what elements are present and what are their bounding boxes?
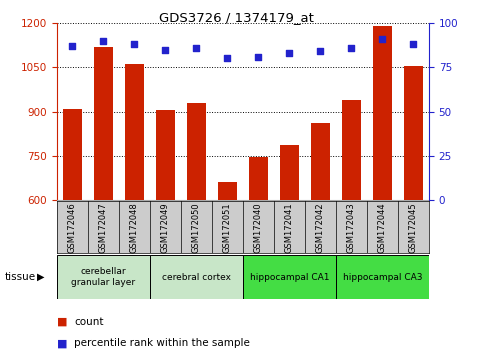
Text: hippocampal CA3: hippocampal CA3: [343, 273, 422, 281]
Point: [223, 56, 231, 61]
Bar: [249, 157, 268, 354]
Bar: [187, 103, 206, 354]
Bar: [218, 182, 237, 354]
Point: [161, 47, 169, 52]
Bar: [63, 109, 81, 354]
Point: [317, 48, 324, 54]
Text: cerebellar
granular layer: cerebellar granular layer: [71, 267, 135, 287]
Point: [99, 38, 107, 44]
Bar: [243, 255, 336, 299]
Bar: [336, 255, 429, 299]
Bar: [373, 26, 391, 354]
Text: GSM172050: GSM172050: [192, 202, 201, 253]
Point: [379, 36, 387, 42]
Text: tissue: tissue: [5, 272, 36, 282]
Bar: [125, 64, 143, 354]
Bar: [156, 110, 175, 354]
Text: GSM172042: GSM172042: [316, 202, 325, 253]
Text: GSM172048: GSM172048: [130, 202, 139, 253]
Text: GSM172041: GSM172041: [285, 202, 294, 253]
Point: [130, 41, 138, 47]
Text: GSM172044: GSM172044: [378, 202, 387, 253]
Text: GSM172051: GSM172051: [223, 202, 232, 253]
Bar: [94, 47, 112, 354]
Text: percentile rank within the sample: percentile rank within the sample: [74, 338, 250, 348]
Text: GSM172047: GSM172047: [99, 202, 108, 253]
Point: [348, 45, 355, 51]
Point: [254, 54, 262, 59]
Text: GSM172043: GSM172043: [347, 202, 356, 253]
Point: [285, 50, 293, 56]
Text: ■: ■: [57, 338, 67, 348]
Bar: [57, 255, 150, 299]
Text: GSM172049: GSM172049: [161, 202, 170, 253]
Point: [410, 41, 418, 47]
Bar: [404, 66, 423, 354]
Text: ■: ■: [57, 317, 67, 327]
Text: count: count: [74, 317, 104, 327]
Text: GDS3726 / 1374179_at: GDS3726 / 1374179_at: [159, 11, 314, 24]
Text: GSM172040: GSM172040: [254, 202, 263, 253]
Text: cerebral cortex: cerebral cortex: [162, 273, 231, 281]
Text: GSM172045: GSM172045: [409, 202, 418, 253]
Bar: [280, 145, 299, 354]
Text: GSM172046: GSM172046: [68, 202, 77, 253]
Bar: [311, 123, 330, 354]
Text: ▶: ▶: [37, 272, 45, 282]
Text: hippocampal CA1: hippocampal CA1: [249, 273, 329, 281]
Bar: [342, 100, 361, 354]
Point: [68, 43, 76, 49]
Bar: [150, 255, 243, 299]
Point: [192, 45, 200, 51]
